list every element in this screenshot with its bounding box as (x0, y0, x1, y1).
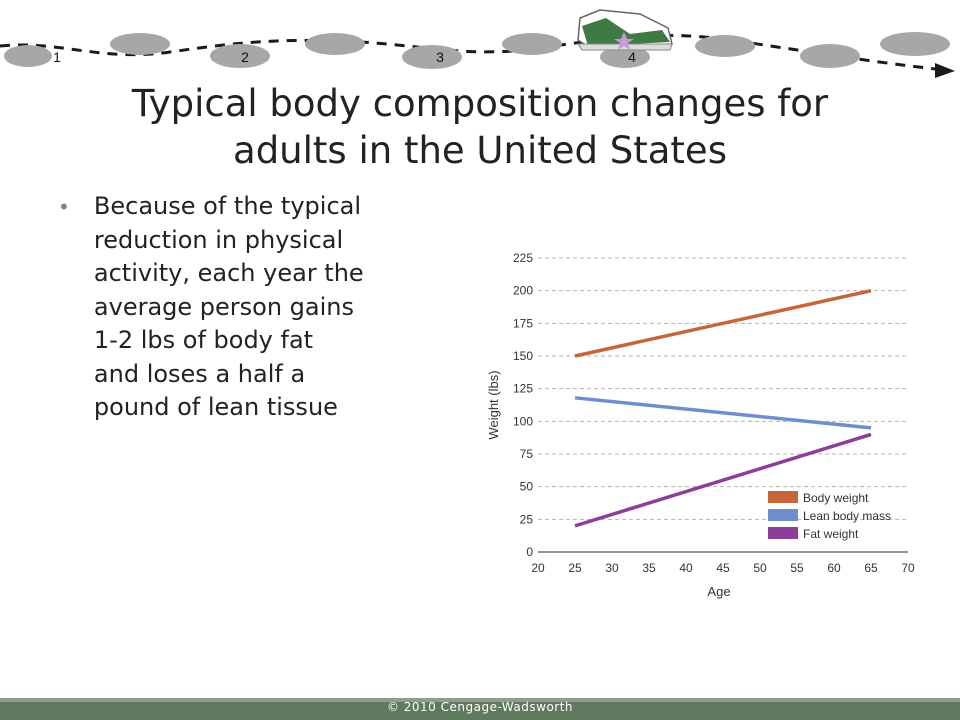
x-tick-label: 55 (790, 561, 804, 575)
legend-swatch (768, 527, 798, 539)
bullet-line: pound of lean tissue (93, 393, 338, 421)
footer-band (0, 698, 960, 720)
y-tick-label: 100 (513, 414, 533, 428)
footprint-trail-header: 1 2 3 4 (0, 9, 955, 78)
y-tick-label: 50 (520, 480, 534, 494)
bullet-line: and loses a half a (93, 359, 306, 388)
bullet-text: Because of the typical reduction in phys… (94, 190, 458, 425)
legend-swatch (768, 491, 798, 503)
x-tick-label: 40 (679, 561, 693, 575)
step-number-2: 2 (241, 49, 249, 65)
x-tick-label: 20 (531, 561, 545, 575)
legend-swatch (768, 509, 798, 521)
series-line (574, 396, 872, 430)
legend-label: Lean body mass (803, 509, 891, 523)
bullet-item: • Because of the typical reduction in ph… (58, 190, 458, 425)
bullet-line: reduction in physical (93, 225, 344, 254)
footprint-icon (110, 33, 170, 55)
y-tick-label: 25 (520, 512, 534, 526)
bullet-marker-icon: • (58, 195, 70, 219)
x-tick-label: 25 (568, 561, 582, 575)
copyright-notice: © 2010 Cengage-Wadsworth (386, 700, 574, 714)
footprint-icon (880, 32, 950, 56)
footprint-icon (402, 45, 462, 69)
y-tick-label: 225 (513, 251, 533, 265)
y-axis-label: Weight (lbs) (486, 370, 501, 439)
bullet-line: 1-2 lbs of body fat (93, 326, 314, 354)
title-line-2: adults in the United States (233, 128, 727, 172)
footprint-icon (4, 45, 52, 67)
y-tick-label: 125 (513, 382, 533, 396)
y-tick-label: 0 (526, 545, 533, 559)
footprint-icon (695, 35, 755, 57)
footprint-icon (502, 33, 562, 55)
footprint-icon (800, 44, 860, 68)
title-line-1: Typical body composition changes for (131, 81, 829, 125)
bullet-line: average person gains (93, 292, 355, 321)
y-tick-label: 175 (513, 316, 533, 330)
x-axis-label: Age (707, 584, 730, 599)
x-tick-label: 35 (642, 561, 656, 575)
step-number-1: 1 (53, 49, 61, 65)
trail-arrowhead-icon (935, 63, 955, 78)
x-tick-label: 50 (753, 561, 767, 575)
footprint-icon (305, 33, 365, 55)
x-tick-label: 70 (901, 561, 915, 575)
sneaker-icon (577, 9, 673, 51)
y-tick-label: 150 (513, 349, 533, 363)
footprints-group (4, 32, 950, 69)
footprint-icon (210, 44, 270, 68)
legend-label: Body weight (803, 491, 869, 505)
y-tick-label: 75 (520, 447, 534, 461)
body-composition-line-chart: 0 25 50 75 100 125 150 175 200 225 20 25 30 35 40 45 50 5… (486, 251, 915, 599)
legend-label: Fat weight (803, 527, 859, 541)
series-line (574, 432, 872, 528)
series-line (574, 288, 872, 358)
bullet-list: • Because of the typical reduction in ph… (58, 190, 458, 425)
x-tick-label: 60 (827, 561, 841, 575)
step-number-4: 4 (628, 49, 636, 65)
x-tick-label: 45 (716, 561, 730, 575)
slide-title: Typical body composition changes for adu… (0, 80, 960, 174)
bullet-line: activity, each year the (93, 259, 364, 287)
step-number-3: 3 (436, 49, 444, 65)
footer-stripe (0, 698, 960, 702)
bullet-line: Because of the typical (93, 192, 362, 220)
footprint-icon (600, 46, 650, 68)
x-tick-label: 65 (864, 561, 878, 575)
x-tick-label: 30 (605, 561, 619, 575)
y-tick-label: 200 (513, 284, 533, 298)
